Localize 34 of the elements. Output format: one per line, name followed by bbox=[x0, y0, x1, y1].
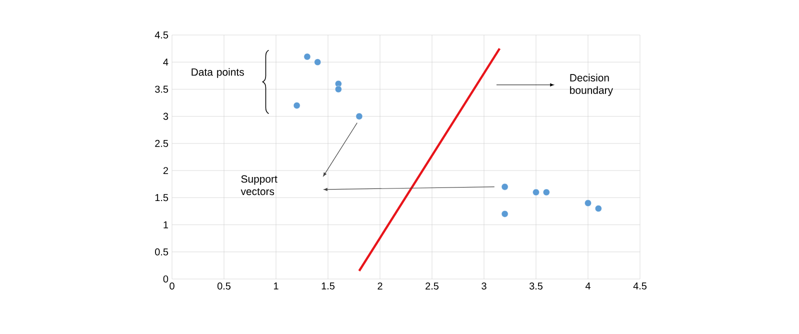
x-tick-label: 3 bbox=[482, 282, 486, 290]
y-tick-label: 3.5 bbox=[155, 86, 168, 93]
point bbox=[594, 205, 602, 212]
point bbox=[334, 86, 342, 93]
point bbox=[356, 112, 363, 120]
annotation: Support vectors bbox=[240, 175, 278, 196]
point bbox=[584, 200, 592, 207]
annotation: Decision boundary bbox=[570, 74, 613, 96]
y-tick-label: 2.5 bbox=[155, 140, 168, 147]
x-tick-label: 4.5 bbox=[633, 282, 647, 290]
point bbox=[542, 188, 550, 196]
y-tick-label: 0 bbox=[163, 275, 168, 283]
point bbox=[532, 188, 540, 196]
x-tick-label: 2.5 bbox=[426, 282, 439, 290]
x-tick-label: 2 bbox=[378, 282, 382, 290]
y-tick-label: 0.5 bbox=[155, 248, 168, 256]
point bbox=[314, 58, 322, 66]
y-tick-label: 1.5 bbox=[155, 194, 168, 202]
x-tick-label: 0 bbox=[170, 282, 174, 290]
y-tick-label: 2 bbox=[163, 167, 168, 174]
y-tick-label: 1 bbox=[164, 221, 168, 228]
x-tick-label: 4 bbox=[585, 282, 590, 290]
point bbox=[304, 53, 311, 60]
y-tick-label: 4 bbox=[163, 58, 168, 66]
x-tick-label: 1 bbox=[274, 282, 278, 290]
x-tick-label: 1.5 bbox=[322, 282, 335, 290]
annotation: Data points bbox=[192, 68, 244, 78]
x-tick-label: 0.5 bbox=[217, 282, 231, 290]
point bbox=[501, 183, 508, 190]
point bbox=[293, 102, 300, 109]
y-tick-label: 3 bbox=[163, 112, 168, 120]
point bbox=[501, 210, 508, 218]
y-tick-label: 4.5 bbox=[154, 32, 168, 38]
x-tick-label: 3.5 bbox=[529, 282, 543, 290]
